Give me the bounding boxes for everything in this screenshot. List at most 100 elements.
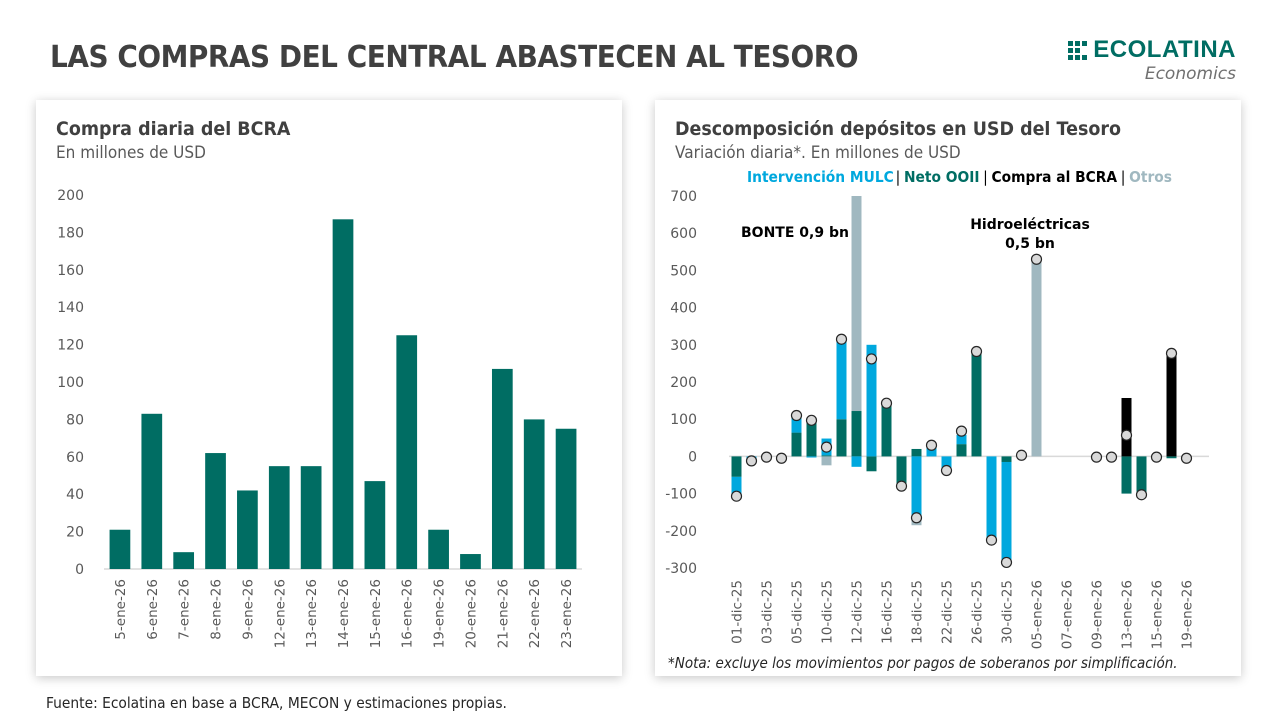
y-tick-label: 200 [670, 375, 697, 391]
total-marker [1150, 451, 1163, 463]
bar-segment-intervenci-n-mulc [956, 434, 967, 445]
total-marker [1000, 556, 1013, 569]
page-title: LAS COMPRAS DEL CENTRAL ABASTECEN AL TES… [50, 40, 859, 75]
total-marker [820, 441, 833, 453]
total-marker [985, 534, 998, 546]
bar-segment-intervenci-n-mulc [791, 416, 802, 433]
total-marker [730, 490, 743, 502]
y-tick-label: 140 [57, 300, 84, 316]
total-marker [1015, 449, 1028, 461]
x-tick-label: 10-dic-25 [820, 580, 836, 644]
x-tick-label: 19-ene-26 [432, 579, 448, 648]
x-tick-label: 07-ene-26 [1060, 580, 1076, 649]
bar [364, 481, 386, 569]
bar-segment-neto-ooii [881, 402, 892, 457]
annotation-bonte: BONTE 0,9 bn [741, 225, 849, 241]
chart-note: *Nota: excluye los movimientos por pagos… [668, 654, 1178, 672]
y-tick-label: 120 [57, 338, 84, 354]
bar [268, 466, 290, 569]
x-tick-label: 23-ene-26 [559, 579, 575, 648]
y-tick-label: 100 [57, 375, 84, 391]
bar-segment-neto-ooii [1136, 456, 1147, 494]
total-marker [1090, 451, 1103, 463]
total-marker [1135, 489, 1148, 501]
x-tick-label: 18-dic-25 [910, 580, 926, 644]
bar-segment-neto-ooii [911, 448, 922, 457]
x-tick-label: 20-ene-26 [463, 579, 479, 648]
right-chart: -300 -200 -100 0 100 200 300 400 500 600 700 01-dic… [665, 189, 1209, 649]
x-tick-label: 15-ene-26 [1150, 580, 1166, 649]
y-tick-label: 40 [66, 487, 84, 503]
x-tick-label: 15-ene-26 [368, 579, 384, 648]
bar-segment-compra-al-bcra [1166, 354, 1177, 457]
x-tick-label: 16-dic-25 [880, 580, 896, 644]
right-chart-title: Descomposición depósitos en USD del Teso… [675, 118, 1122, 140]
bar-segment-otros [1031, 259, 1042, 457]
ecolatina-logo: ECOLATINA Economics [1068, 38, 1236, 84]
y-tick-label: 160 [57, 263, 84, 279]
annotation-hidroelectricas-amount: 0,5 bn [1005, 236, 1055, 252]
legend-item-otros: Otros [1129, 168, 1172, 186]
bar-segment-otros [851, 196, 862, 412]
bar-segment-intervenci-n-mulc [911, 456, 922, 518]
total-marker [745, 455, 758, 467]
x-tick-label: 30-dic-25 [1000, 580, 1016, 644]
y-tick-label: -300 [665, 561, 697, 577]
total-marker [760, 451, 773, 463]
bar [205, 453, 226, 569]
legend-separator: | [895, 168, 901, 186]
y-tick-label: 200 [57, 188, 84, 204]
left-chart-subtitle: En millones de USD [56, 143, 206, 163]
y-tick-label: 180 [57, 225, 84, 241]
y-tick-label: 0 [688, 449, 697, 465]
legend-item-bcra: Compra al BCRA [991, 168, 1118, 186]
bar-segment-neto-ooii [896, 456, 907, 485]
total-marker [775, 452, 788, 464]
x-tick-label: 8-ene-26 [209, 579, 225, 640]
bar [173, 552, 195, 569]
right-chart-subtitle: Variación diaria*. En millones de USD [675, 143, 961, 163]
x-tick-label: 13-ene-26 [1120, 580, 1136, 649]
total-marker [940, 464, 953, 477]
bar [300, 466, 322, 569]
total-marker [865, 353, 878, 365]
left-chart-title: Compra diaria del BCRA [56, 118, 291, 140]
x-tick-label: 19-ene-26 [1180, 580, 1196, 649]
y-tick-label: 700 [670, 189, 697, 205]
chart-legend: Intervención MULC | Neto OOII | Compra al BC… [747, 168, 1172, 186]
bar-segment-neto-ooii [791, 432, 802, 457]
bar-segment-neto-ooii [866, 456, 877, 472]
bar-segment-intervenci-n-mulc [806, 456, 817, 458]
bar-segment-neto-ooii [971, 352, 982, 457]
bar [491, 368, 513, 569]
logo-name: ECOLATINA [1093, 36, 1236, 63]
bar-segment-neto-ooii [1121, 456, 1132, 494]
total-marker [910, 512, 923, 524]
y-tick-label: 500 [670, 263, 697, 279]
x-tick-label: 12-ene-26 [272, 579, 288, 648]
left-chart-panel: Compra diaria del BCRA En millones de US… [36, 100, 622, 676]
bar [141, 413, 163, 569]
y-tick-label: -200 [665, 524, 697, 540]
y-tick-label: 0 [75, 562, 84, 578]
x-tick-label: 9-ene-26 [240, 579, 256, 640]
x-tick-label: 01-dic-25 [730, 580, 746, 644]
total-marker [880, 397, 893, 409]
x-tick-label: 03-dic-25 [760, 580, 776, 644]
bar-segment-otros [821, 456, 832, 466]
bar-segment-intervenci-n-mulc [836, 339, 847, 420]
legend-item-ooii: Neto OOII [903, 168, 980, 186]
legend-item-mulc: Intervención MULC [747, 168, 894, 186]
y-tick-label: 400 [670, 301, 697, 317]
total-marker [955, 425, 968, 437]
bar [523, 419, 545, 569]
bar-segment-neto-ooii [806, 419, 817, 457]
x-tick-label: 22-ene-26 [527, 579, 543, 648]
bar-segment-intervenci-n-mulc [866, 344, 877, 457]
x-tick-label: 05-dic-25 [790, 580, 806, 644]
total-marker [805, 414, 818, 426]
x-tick-label: 21-ene-26 [495, 579, 511, 648]
total-marker [790, 409, 803, 422]
x-tick-label: 14-ene-26 [336, 579, 352, 648]
bar [428, 529, 449, 569]
